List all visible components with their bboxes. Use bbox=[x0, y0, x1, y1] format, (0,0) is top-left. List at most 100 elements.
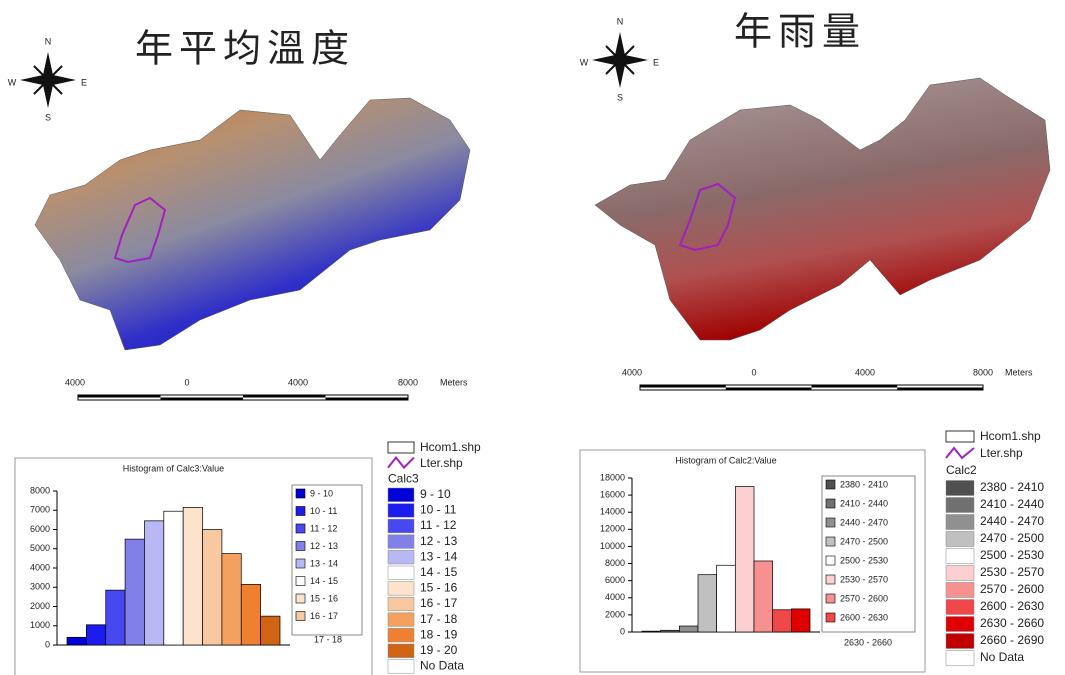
chart-legend-swatch bbox=[296, 612, 305, 621]
compass-s: S bbox=[45, 112, 51, 122]
chart-legend-swatch bbox=[826, 556, 835, 565]
bar bbox=[241, 584, 260, 645]
legend-swatch bbox=[388, 644, 414, 658]
chart-title: Histogram of Calc2:Value bbox=[675, 455, 776, 465]
legend-swatch bbox=[388, 504, 414, 518]
terrain-right bbox=[595, 78, 1050, 340]
chart-legend-label: 2500 - 2530 bbox=[840, 555, 888, 565]
legend-label: No Data bbox=[420, 659, 464, 673]
scale-bar-segment bbox=[640, 385, 726, 388]
bar bbox=[203, 530, 222, 646]
chart-legend-swatch bbox=[296, 594, 305, 603]
map-title: 年平均溫度 bbox=[135, 27, 355, 71]
bar bbox=[754, 561, 773, 632]
legend-label: 14 - 15 bbox=[420, 565, 458, 579]
bar bbox=[661, 630, 680, 632]
chart-legend-swatch bbox=[826, 480, 835, 489]
legend-label: 10 - 11 bbox=[420, 503, 457, 517]
scale-bar-segment bbox=[243, 395, 326, 398]
chart-legend-label: 15 - 16 bbox=[310, 593, 338, 603]
map-title: 年雨量 bbox=[734, 10, 866, 54]
legend-label: 2630 - 2660 bbox=[980, 616, 1044, 630]
legend-swatch bbox=[946, 532, 974, 547]
chart-legend-swatch bbox=[826, 499, 835, 508]
chart-legend-swatch bbox=[296, 524, 305, 533]
bar bbox=[717, 565, 736, 632]
y-tick-label: 4000 bbox=[605, 592, 625, 602]
chart-legend-swatch bbox=[826, 594, 835, 603]
legend-swatch bbox=[388, 442, 414, 453]
bar bbox=[86, 625, 105, 645]
chart-legend-label: 10 - 11 bbox=[310, 506, 337, 516]
chart-legend-swatch bbox=[296, 489, 305, 498]
chart-title: Histogram of Calc3:Value bbox=[123, 463, 224, 473]
legend-label: 12 - 13 bbox=[420, 534, 458, 548]
legend-swatch bbox=[946, 634, 974, 649]
legend-swatch bbox=[946, 481, 974, 496]
legend-swatch bbox=[388, 535, 414, 549]
scale-bar-segment bbox=[726, 388, 812, 391]
legend-label: 2380 - 2410 bbox=[980, 480, 1044, 494]
legend-swatch bbox=[388, 597, 414, 611]
y-tick-label: 18000 bbox=[600, 472, 625, 482]
page: {"maps":[ {"title":"年平均溫度","compass":{"n… bbox=[0, 0, 1065, 675]
y-tick-label: 12000 bbox=[600, 524, 625, 534]
chart-legend-label: 2410 - 2440 bbox=[840, 498, 888, 508]
legend-field: Calc3 bbox=[388, 471, 419, 485]
scale-label: 4000 bbox=[65, 377, 85, 387]
compass-s: S bbox=[617, 92, 623, 102]
scale-label: 8000 bbox=[973, 367, 993, 377]
legend-label: 11 - 12 bbox=[420, 518, 457, 532]
legend-label: 2410 - 2440 bbox=[980, 497, 1044, 511]
compass-e: E bbox=[653, 57, 659, 67]
scale-label: 8000 bbox=[398, 377, 418, 387]
legend-label: 18 - 19 bbox=[420, 627, 458, 641]
chart-legend-swatch bbox=[826, 613, 835, 622]
scale-bar-segment bbox=[812, 385, 898, 388]
bar bbox=[698, 575, 717, 632]
y-tick-label: 16000 bbox=[600, 489, 625, 499]
legend-swatch bbox=[388, 582, 414, 596]
chart-legend-label: 13 - 14 bbox=[310, 558, 338, 568]
chart-legend-label: 2380 - 2410 bbox=[840, 479, 888, 489]
compass-n: N bbox=[617, 16, 624, 26]
bar bbox=[67, 637, 86, 645]
legend-line bbox=[388, 458, 414, 468]
compass-e: E bbox=[81, 77, 87, 87]
legend-swatch bbox=[388, 550, 414, 564]
bar bbox=[261, 616, 280, 645]
legend-swatch bbox=[946, 600, 974, 615]
legend-swatch bbox=[946, 651, 974, 666]
bar bbox=[164, 511, 183, 645]
chart-legend-label: 2440 - 2470 bbox=[840, 517, 888, 527]
y-tick-label: 2000 bbox=[30, 601, 50, 611]
chart-legend-label: 9 - 10 bbox=[310, 488, 333, 498]
y-tick-label: 7000 bbox=[30, 505, 50, 515]
chart-legend-label: 14 - 15 bbox=[310, 576, 338, 586]
chart-legend-label: 2570 - 2600 bbox=[840, 593, 888, 603]
legend-label: 19 - 20 bbox=[420, 643, 458, 657]
chart-legend-swatch bbox=[826, 575, 835, 584]
y-tick-label: 8000 bbox=[605, 558, 625, 568]
bar bbox=[106, 590, 125, 645]
scale-label: 4000 bbox=[288, 377, 308, 387]
scale-label: 0 bbox=[184, 377, 189, 387]
chart-legend-swatch bbox=[296, 559, 305, 568]
y-tick-label: 10000 bbox=[600, 541, 625, 551]
legend-swatch bbox=[388, 613, 414, 627]
legend-label: Hcom1.shp bbox=[420, 440, 481, 454]
terrain-left bbox=[35, 98, 470, 350]
bar bbox=[791, 609, 810, 632]
chart-legend-swatch bbox=[826, 518, 835, 527]
scale-label: 4000 bbox=[622, 367, 642, 377]
legend-label: 2440 - 2470 bbox=[980, 514, 1044, 528]
y-tick-label: 0 bbox=[45, 639, 50, 649]
legend-swatch bbox=[946, 583, 974, 598]
legend-swatch bbox=[388, 488, 414, 502]
legend-label: 15 - 16 bbox=[420, 581, 458, 595]
bar bbox=[642, 631, 661, 632]
scale-label: 0 bbox=[751, 367, 756, 377]
chart-legend-label: 12 - 13 bbox=[310, 541, 338, 551]
chart-legend-label: 16 - 17 bbox=[310, 611, 338, 621]
legend-swatch bbox=[946, 515, 974, 530]
